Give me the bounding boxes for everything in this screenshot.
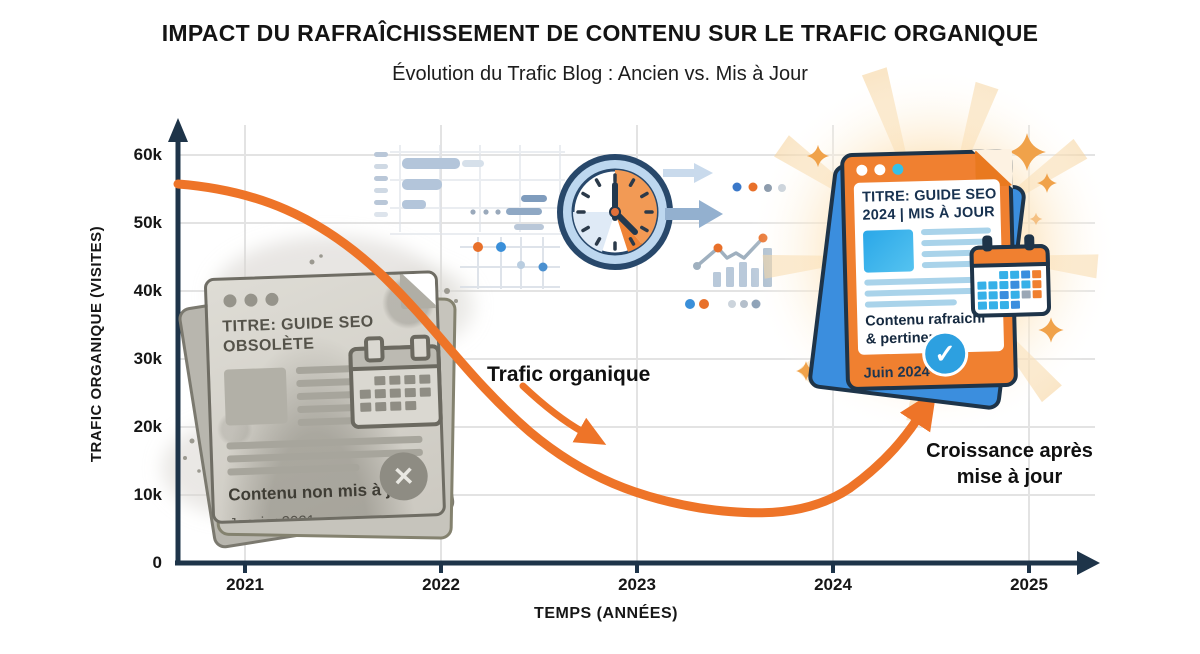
y-tick-20k: 20k — [133, 417, 162, 436]
decline-arrow — [519, 382, 607, 445]
check-mark-icon: ✓ — [921, 330, 969, 378]
new-image-placeholder — [862, 229, 915, 274]
decor-gantt-bars — [374, 152, 484, 217]
decor-scatter — [460, 237, 560, 289]
y-tick-30k: 30k — [133, 349, 162, 368]
traffic-annotation: Trafic organique — [487, 363, 651, 386]
x-tick-2021: 2021 — [226, 575, 264, 594]
decor-grid-marks — [390, 145, 565, 235]
old-document-card: TITRE: GUIDE SEO OBSOLÈTE Contenu non mi… — [176, 270, 457, 550]
decor-mini-chart — [693, 233, 772, 287]
x-tick-2022: 2022 — [422, 575, 460, 594]
decor-dot-rows — [685, 182, 786, 309]
new-calendar-icon — [969, 234, 1055, 320]
y-tick-0: 0 — [152, 553, 162, 572]
page-subtitle: Évolution du Trafic Blog : Ancien vs. Mi… — [392, 63, 808, 85]
y-tick-50k: 50k — [133, 213, 162, 232]
old-calendar-icon — [348, 334, 449, 433]
x-tick-2025: 2025 — [1010, 575, 1048, 594]
y-tick-60k: 60k — [133, 145, 162, 164]
growth-annotation: Croissance après mise à jour — [926, 440, 1093, 488]
clock-icon — [557, 154, 673, 270]
new-document-card: TITRE: GUIDE SEO 2024 | MIS À JOUR Conte… — [839, 148, 1052, 392]
decor-dashes — [470, 195, 547, 230]
page-title: IMPACT DU RAFRAÎCHISSEMENT DE CONTENU SU… — [161, 20, 1039, 46]
x-tick-2024: 2024 — [814, 575, 852, 594]
x-tick-2023: 2023 — [618, 575, 656, 594]
old-document-window-dots — [223, 288, 421, 308]
x-axis-title: TEMPS (ANNÉES) — [534, 605, 678, 622]
y-tick-40k: 40k — [133, 281, 162, 300]
new-document-date: Juin 2024 — [863, 364, 930, 382]
y-tick-10k: 10k — [133, 485, 162, 504]
new-document-title: TITRE: GUIDE SEO 2024 | MIS À JOUR — [861, 186, 997, 224]
decor-arrows — [663, 163, 723, 228]
old-image-placeholder — [223, 367, 288, 426]
